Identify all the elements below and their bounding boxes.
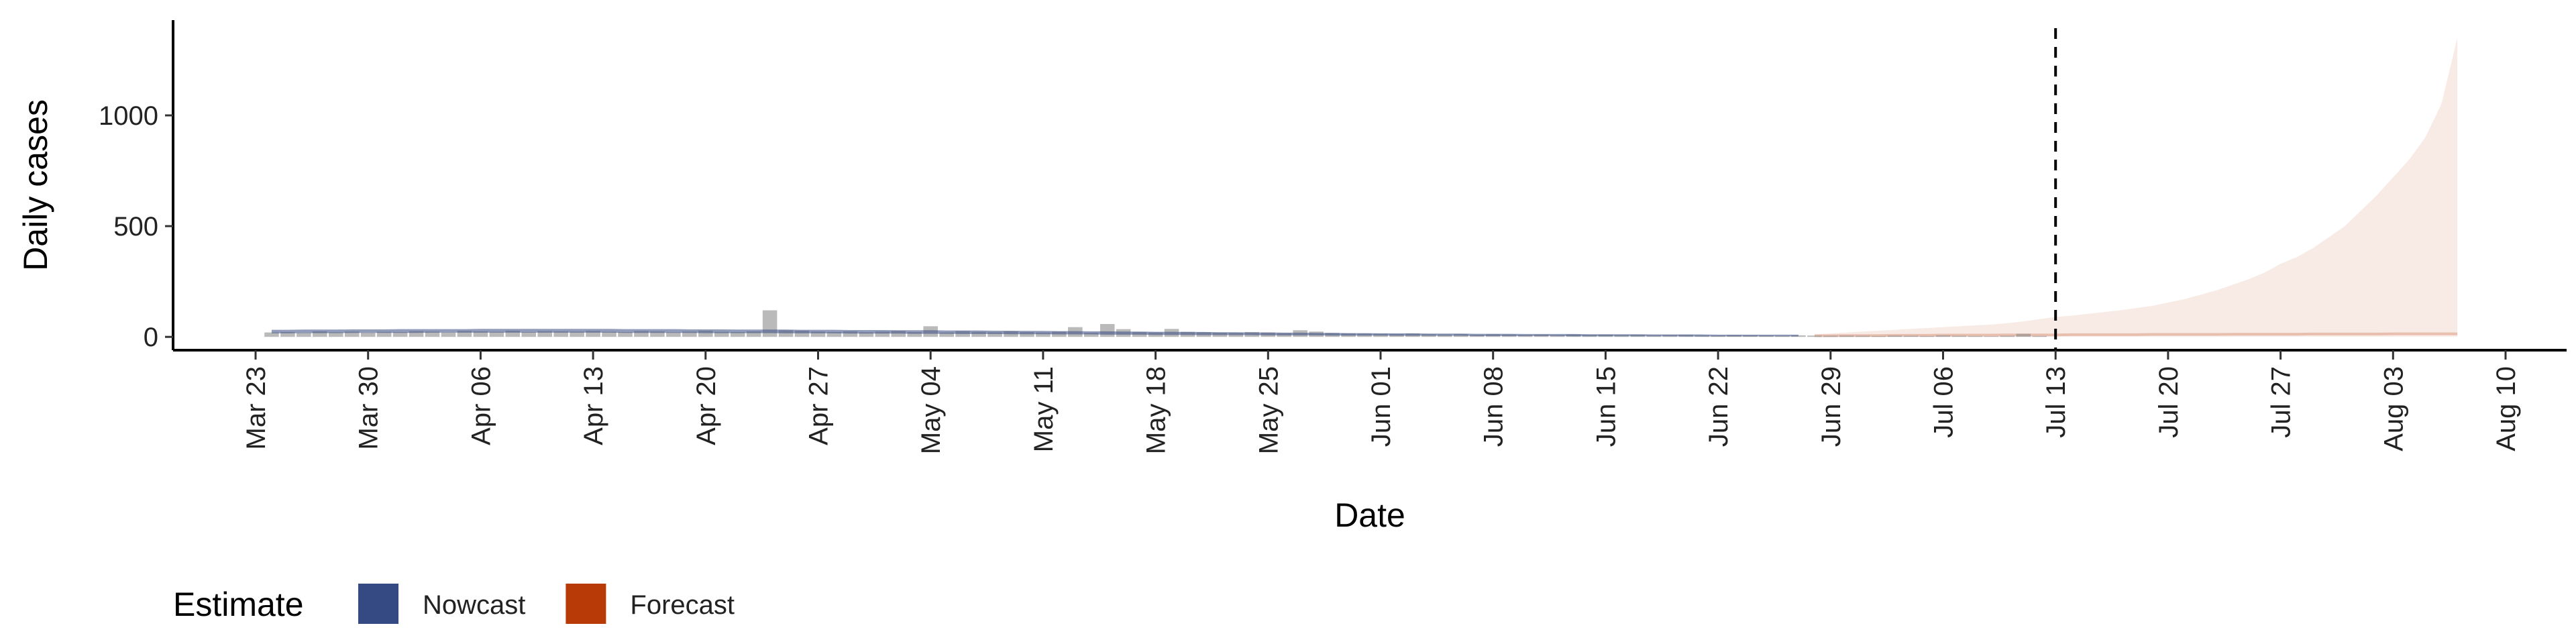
bar <box>2032 335 2047 337</box>
x-tick-label: May 18 <box>1142 366 1171 454</box>
bar <box>313 331 327 337</box>
legend-label: Nowcast <box>423 590 525 620</box>
y-tick-label: 500 <box>113 212 158 241</box>
legend-title: Estimate <box>173 586 304 623</box>
bar <box>826 331 842 337</box>
bar <box>376 331 392 337</box>
bar <box>1807 335 1822 337</box>
bar <box>987 332 1002 337</box>
bar <box>264 332 279 337</box>
bar <box>859 332 874 337</box>
bar <box>360 332 376 337</box>
bar <box>907 331 922 337</box>
x-tick-label: Apr 20 <box>692 366 721 445</box>
x-axis-title: Date <box>1334 496 1405 534</box>
bar <box>698 330 713 337</box>
x-tick-label: May 11 <box>1029 366 1059 452</box>
x-tick-label: Jul 27 <box>2267 366 2296 438</box>
bar <box>682 331 697 337</box>
bar <box>1099 324 1115 337</box>
y-tick-label: 0 <box>144 323 158 352</box>
x-tick-label: Jun 01 <box>1366 366 1396 447</box>
bar <box>875 331 890 337</box>
bar <box>280 331 295 337</box>
bar <box>1968 335 1983 337</box>
bar <box>634 331 649 337</box>
bar <box>1951 335 1967 337</box>
bar <box>1083 332 1099 337</box>
bar <box>650 331 665 337</box>
x-tick-label: Aug 10 <box>2491 366 2521 451</box>
bar <box>505 330 521 337</box>
x-tick-label: Apr 27 <box>804 366 834 445</box>
bar <box>329 332 343 337</box>
bar <box>392 331 408 337</box>
bar <box>602 331 616 337</box>
x-tick-label: May 04 <box>916 366 946 454</box>
legend-swatch <box>566 584 606 624</box>
bar <box>939 332 954 337</box>
bar <box>409 331 424 337</box>
bar <box>1903 335 1919 337</box>
ribbon <box>271 329 1799 337</box>
bar <box>891 331 906 337</box>
bar <box>730 331 745 337</box>
x-tick-label: Mar 30 <box>354 366 384 450</box>
bar <box>473 331 488 337</box>
legend-label: Forecast <box>630 590 735 620</box>
x-tick-label: Jun 29 <box>1817 366 1846 447</box>
bar <box>521 331 537 337</box>
bar <box>457 331 472 337</box>
x-tick-label: Jul 06 <box>1929 366 1959 438</box>
bar <box>586 331 600 337</box>
bar <box>1020 331 1034 337</box>
x-tick-label: Jun 22 <box>1704 366 1733 447</box>
bar <box>1855 335 1870 337</box>
bar <box>441 332 456 337</box>
x-tick-label: Mar 23 <box>241 366 271 450</box>
x-tick-label: Jun 08 <box>1479 366 1509 447</box>
bar <box>1036 332 1051 337</box>
x-tick-label: Aug 03 <box>2379 366 2408 451</box>
bar <box>1887 335 1902 337</box>
bar <box>618 331 633 337</box>
bar <box>1823 335 1838 337</box>
bar <box>971 331 986 337</box>
bar <box>666 332 681 337</box>
bar <box>489 331 504 337</box>
bar <box>955 331 970 337</box>
x-tick-label: Jul 13 <box>2041 366 2071 438</box>
bar <box>1919 335 1935 337</box>
bar <box>810 331 826 337</box>
bar <box>1839 335 1854 337</box>
bar <box>570 331 584 337</box>
bar <box>1935 335 1951 337</box>
bar <box>794 330 810 337</box>
x-tick-label: Apr 13 <box>579 366 608 445</box>
bar <box>425 331 440 337</box>
x-tick-label: Apr 06 <box>466 366 496 445</box>
bar <box>843 331 858 337</box>
bar <box>1984 336 1999 337</box>
bar <box>2016 333 2031 337</box>
bar <box>553 331 568 337</box>
legend-swatch <box>358 584 398 624</box>
x-tick-label: Jun 15 <box>1591 366 1621 447</box>
bar <box>746 331 761 337</box>
bar <box>1871 335 1886 337</box>
bar <box>714 331 729 337</box>
bar <box>537 331 553 337</box>
median-line <box>1814 332 2458 337</box>
x-tick-label: May 25 <box>1254 366 1283 454</box>
bar <box>344 331 360 337</box>
x-tick-label: Jul 20 <box>2154 366 2184 438</box>
bar <box>778 330 794 337</box>
ribbon <box>1814 38 2458 337</box>
bar <box>297 333 311 337</box>
y-tick-label: 1000 <box>99 101 158 131</box>
bar <box>2000 335 2015 337</box>
y-axis-title: Daily cases <box>17 99 54 271</box>
